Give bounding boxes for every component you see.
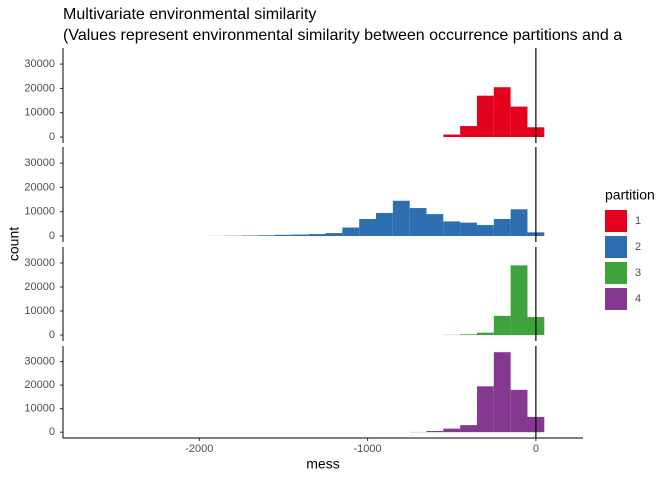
bar xyxy=(443,221,461,236)
y-tick-label: 30000 xyxy=(24,157,55,169)
y-tick-label: 10000 xyxy=(24,107,55,119)
x-tick-label: -2000 xyxy=(185,443,213,455)
y-tick-label: 10000 xyxy=(24,305,55,317)
bar xyxy=(342,227,360,236)
x-tick-label: 0 xyxy=(533,443,539,455)
y-tick-label: 0 xyxy=(49,131,55,143)
bar xyxy=(493,352,511,433)
bar xyxy=(443,428,461,433)
bar xyxy=(291,234,309,236)
x-axis-title: mess xyxy=(306,456,339,472)
bar xyxy=(359,218,377,236)
bar xyxy=(476,386,494,433)
y-tick-label: 20000 xyxy=(24,181,55,193)
bar xyxy=(476,332,494,336)
bar xyxy=(258,235,276,236)
bar xyxy=(460,222,477,236)
bar xyxy=(510,265,528,336)
bar xyxy=(510,389,528,433)
bar xyxy=(493,218,511,236)
y-tick-label: 20000 xyxy=(24,379,55,391)
bar xyxy=(443,134,461,137)
bar xyxy=(325,233,343,236)
bar xyxy=(460,334,477,336)
bar xyxy=(275,234,292,236)
legend-swatch xyxy=(605,288,627,310)
bar xyxy=(376,212,393,236)
x-tick-label: -1000 xyxy=(354,443,382,455)
legend-swatch xyxy=(605,236,627,258)
y-tick-label: 10000 xyxy=(24,206,55,218)
bar xyxy=(426,431,444,433)
bar xyxy=(460,126,477,137)
legend-swatch xyxy=(605,262,627,284)
y-tick-label: 0 xyxy=(49,426,55,438)
legend-label: 3 xyxy=(635,267,641,279)
chart-title: Multivariate environmental similarity xyxy=(63,6,316,23)
bar xyxy=(476,225,494,236)
legend-label: 4 xyxy=(635,293,641,305)
bar xyxy=(409,208,427,236)
bar xyxy=(308,234,326,236)
y-tick-label: 0 xyxy=(49,230,55,242)
y-tick-label: 30000 xyxy=(24,257,55,269)
y-tick-label: 30000 xyxy=(24,356,55,368)
bar xyxy=(510,209,528,236)
bar xyxy=(460,425,477,433)
y-tick-label: 20000 xyxy=(24,82,55,94)
y-tick-label: 20000 xyxy=(24,281,55,293)
bar xyxy=(476,95,494,137)
y-tick-label: 0 xyxy=(49,329,55,341)
bar xyxy=(493,315,511,336)
y-tick-label: 10000 xyxy=(24,403,55,415)
bar xyxy=(392,200,410,236)
bar xyxy=(493,87,511,137)
y-tick-label: 30000 xyxy=(24,58,55,70)
y-axis-title: count xyxy=(6,227,22,261)
legend-label: 2 xyxy=(635,241,641,253)
chart-subtitle: (Values represent environmental similari… xyxy=(63,27,622,44)
legend-title: partition xyxy=(605,187,655,203)
legend-label: 1 xyxy=(635,215,641,227)
bar xyxy=(426,214,444,236)
legend-swatch xyxy=(605,210,627,232)
bar xyxy=(510,106,528,137)
